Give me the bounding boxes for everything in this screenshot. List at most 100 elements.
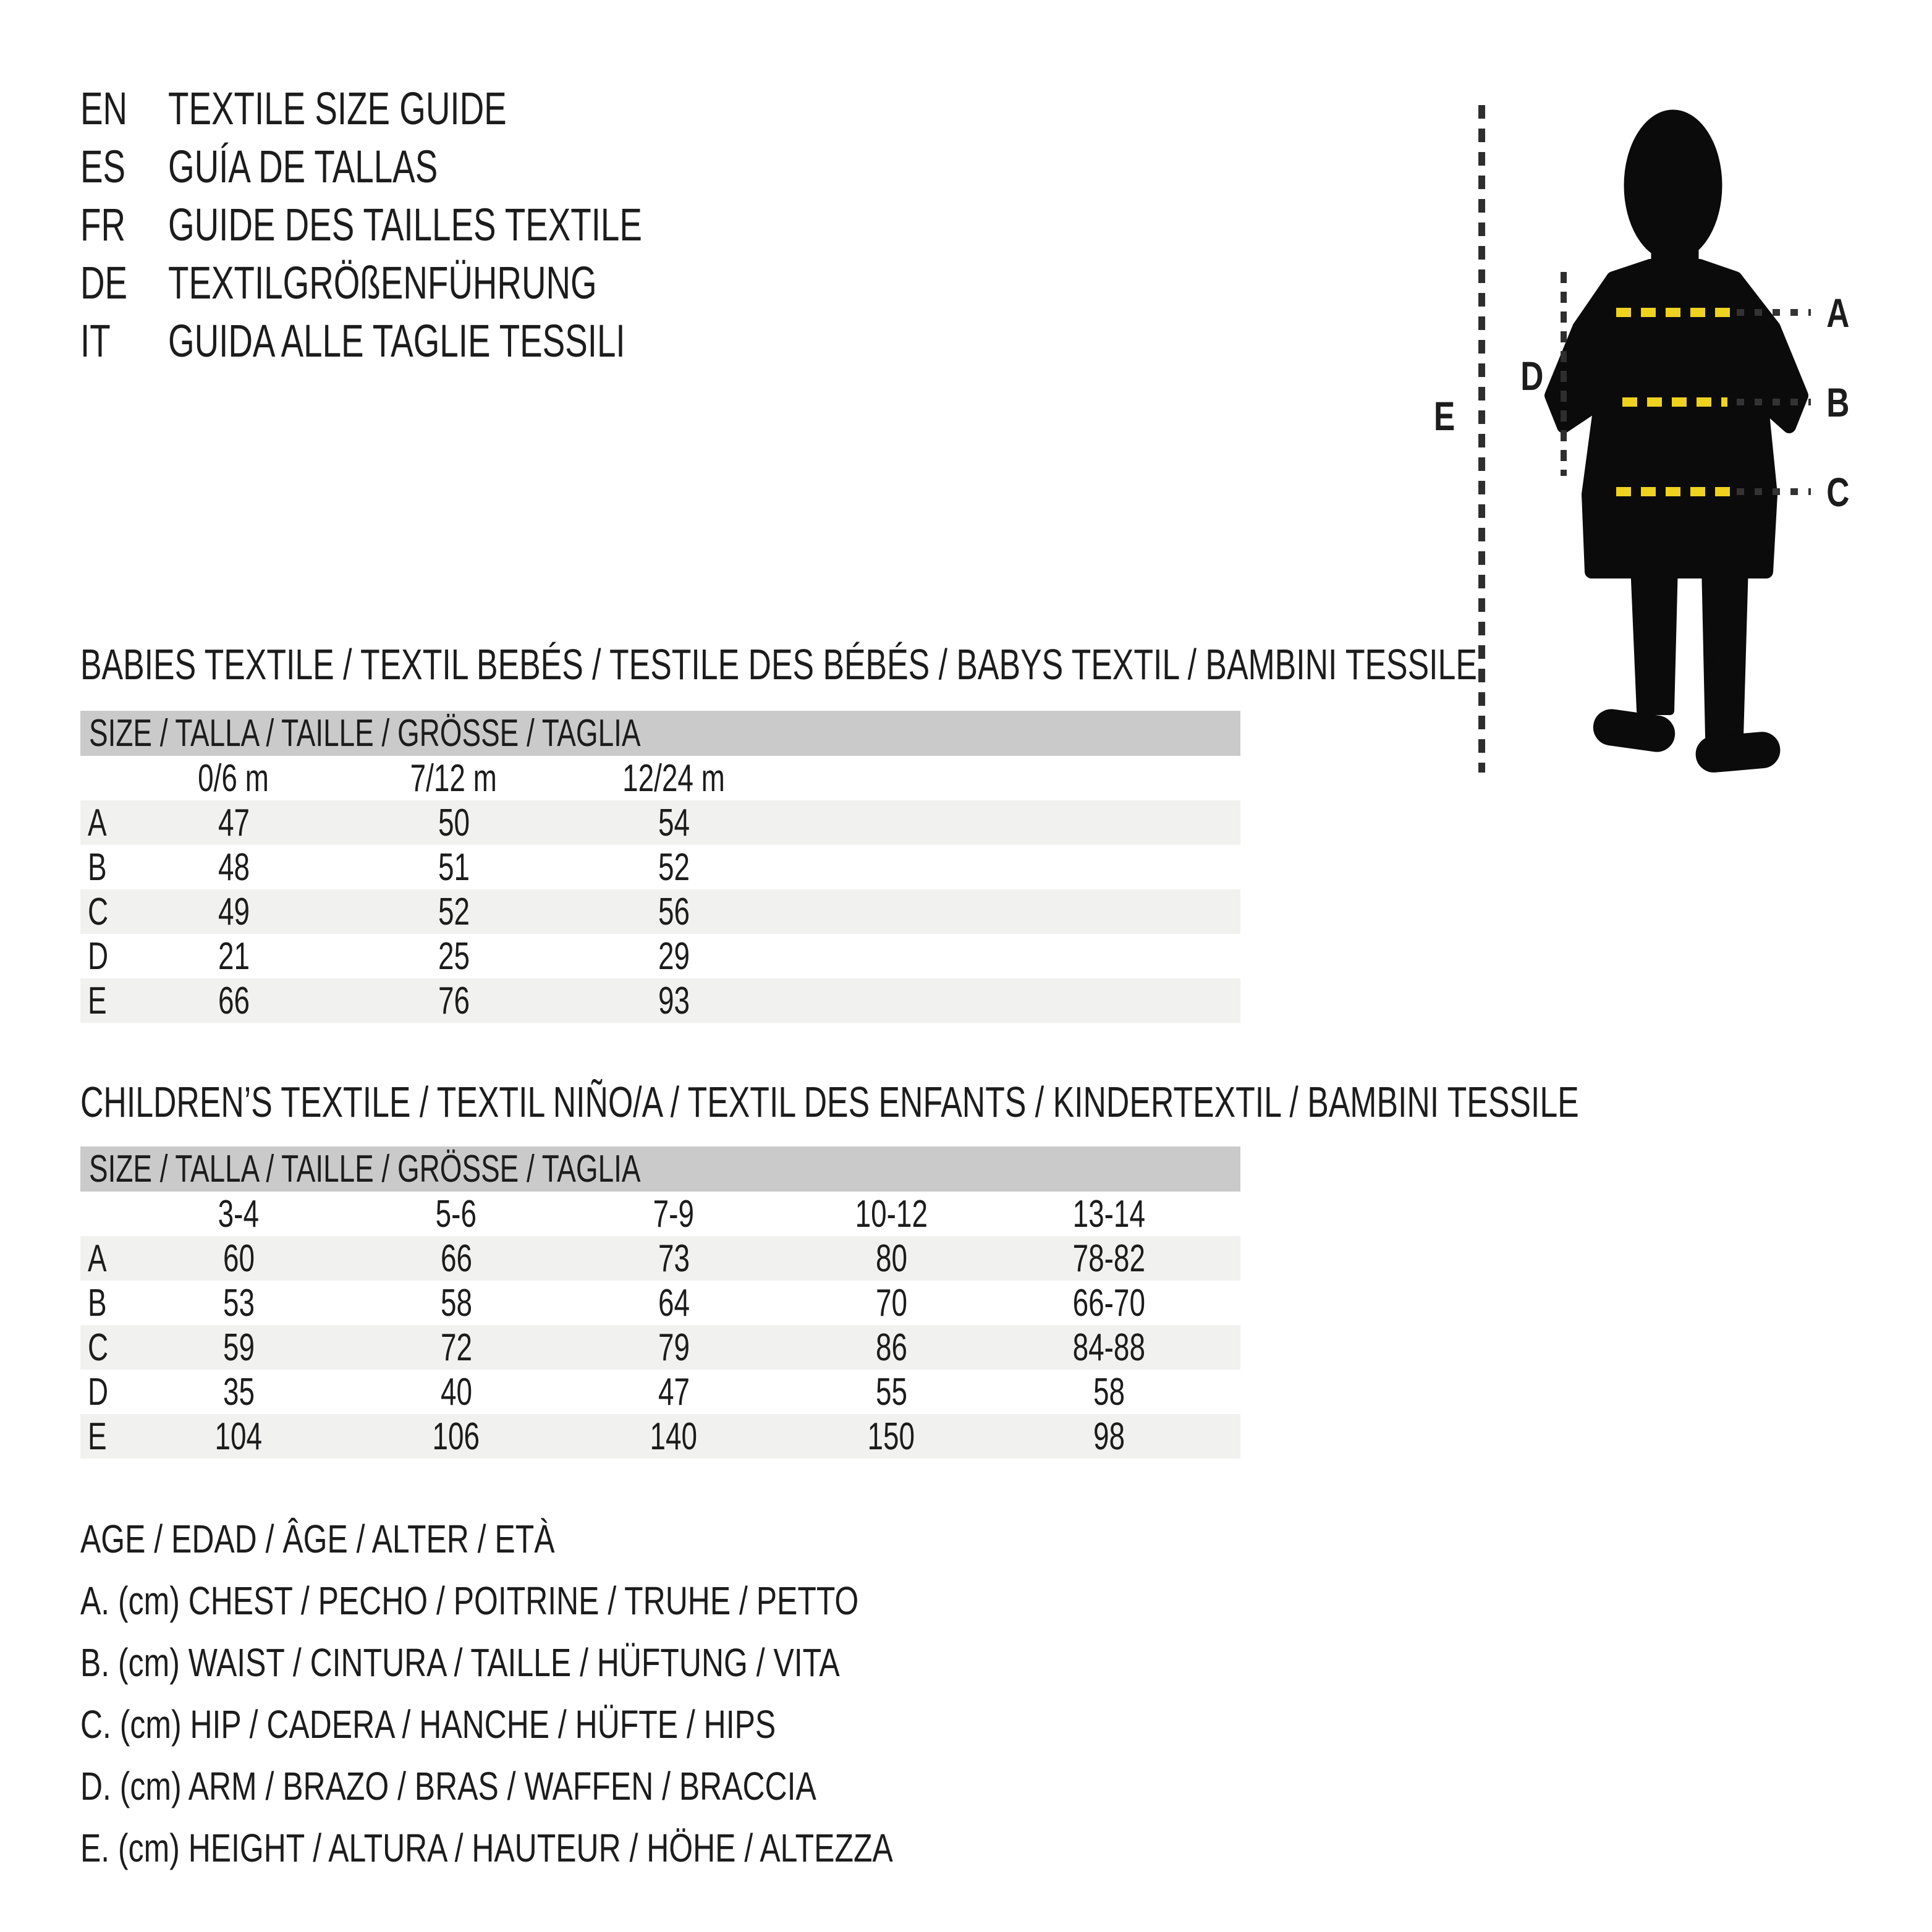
column-header: 7-9 xyxy=(653,1192,695,1235)
column-header: 3-4 xyxy=(218,1192,260,1235)
cell: 58 xyxy=(440,1281,472,1324)
cell: 35 xyxy=(222,1370,255,1413)
legend-age: AGE / EDAD / ÂGE / ALTER / ETÀ xyxy=(80,1517,555,1561)
cell: 78-82 xyxy=(1072,1237,1145,1280)
cell: 66 xyxy=(440,1237,472,1280)
arm-measure-line-d xyxy=(1561,272,1567,476)
language-row-it: IT GUIDA ALLE TAGLIE TESSILI xyxy=(80,311,808,370)
table-row: D 35 40 47 55 58 xyxy=(80,1370,1240,1414)
language-title: TEXTILGRÖßENFÜHRUNG xyxy=(168,256,597,308)
babies-size-table: SIZE / TALLA / TAILLE / GRÖSSE / TAGLIA … xyxy=(80,711,1240,1023)
cell: 53 xyxy=(222,1281,255,1324)
cell: 50 xyxy=(438,801,470,844)
measurement-legend: AGE / EDAD / ÂGE / ALTER / ETÀ A. (cm) C… xyxy=(80,1508,1122,1879)
language-title: GUIDA ALLE TAGLIE TESSILI xyxy=(168,315,625,366)
cell: 80 xyxy=(875,1237,907,1280)
table-row: A 47 50 54 xyxy=(80,800,1240,845)
language-title-block: EN TEXTILE SIZE GUIDE ES GUÍA DE TALLAS … xyxy=(80,79,808,370)
table-row: C 49 52 56 xyxy=(80,889,1240,934)
language-row-es: ES GUÍA DE TALLAS xyxy=(80,137,808,195)
height-measure-line-e xyxy=(1478,105,1485,773)
measure-label-c: C xyxy=(1826,469,1850,515)
table-row: A 60 66 73 80 78-82 xyxy=(80,1236,1240,1281)
cell: 47 xyxy=(218,801,250,844)
language-row-fr: FR GUIDE DES TAILLES TEXTILE xyxy=(80,195,808,253)
cell: 76 xyxy=(438,979,470,1022)
language-title: TEXTILE SIZE GUIDE xyxy=(168,82,507,134)
language-code: IT xyxy=(80,315,111,366)
cell: 98 xyxy=(1093,1415,1125,1458)
cell: 93 xyxy=(658,979,690,1022)
language-code: FR xyxy=(80,198,126,250)
cell: 150 xyxy=(867,1415,915,1458)
row-label: B xyxy=(88,845,107,889)
cell: 56 xyxy=(658,890,690,933)
row-label: D xyxy=(88,934,109,978)
cell: 21 xyxy=(218,934,250,978)
babies-section-title: BABIES TEXTILE / TEXTIL BEBÉS / TESTILE … xyxy=(80,640,1477,688)
legend-waist: B. (cm) WAIST / CINTURA / TAILLE / HÜFTU… xyxy=(80,1640,840,1685)
cell: 48 xyxy=(218,845,250,889)
language-code: DE xyxy=(80,256,128,308)
cell: 73 xyxy=(658,1237,690,1280)
column-header: 10-12 xyxy=(855,1192,928,1235)
chest-leader-line-a xyxy=(1737,309,1811,316)
children-size-table: SIZE / TALLA / TAILLE / GRÖSSE / TAGLIA … xyxy=(80,1146,1240,1459)
cell: 64 xyxy=(658,1281,690,1324)
cell: 25 xyxy=(438,934,470,978)
table-row: B 48 51 52 xyxy=(80,845,1240,889)
cell: 66-70 xyxy=(1072,1281,1145,1324)
row-label: E xyxy=(88,979,107,1022)
hip-measure-line-c xyxy=(1616,487,1731,496)
row-label: A xyxy=(88,1237,107,1280)
measure-label-e: E xyxy=(1433,393,1455,439)
language-title: GUIDE DES TAILLES TEXTILE xyxy=(168,198,642,250)
legend-chest: A. (cm) CHEST / PECHO / POITRINE / TRUHE… xyxy=(80,1578,859,1623)
column-header: 12/24 m xyxy=(622,756,725,800)
child-silhouette-icon xyxy=(1544,109,1808,773)
cell: 104 xyxy=(214,1415,263,1458)
cell: 66 xyxy=(218,979,250,1022)
chest-measure-line-a xyxy=(1616,308,1731,317)
children-section-title: CHILDREN’S TEXTILE / TEXTIL NIÑO/A / TEX… xyxy=(80,1078,1579,1126)
cell: 70 xyxy=(875,1281,907,1324)
cell: 79 xyxy=(658,1326,690,1369)
legend-arm: D. (cm) ARM / BRAZO / BRAS / WAFFEN / BR… xyxy=(80,1764,816,1808)
babies-table-header: SIZE / TALLA / TAILLE / GRÖSSE / TAGLIA xyxy=(80,711,1240,756)
waist-measure-line-b xyxy=(1622,397,1727,407)
legend-height: E. (cm) HEIGHT / ALTURA / HAUTEUR / HÖHE… xyxy=(80,1826,893,1870)
table-row: B 53 58 64 70 66-70 xyxy=(80,1281,1240,1325)
row-label: C xyxy=(88,890,109,933)
language-code: ES xyxy=(80,140,126,192)
cell: 55 xyxy=(875,1370,907,1413)
cell: 59 xyxy=(222,1326,255,1369)
column-header: 13-14 xyxy=(1072,1192,1145,1235)
children-table-header: SIZE / TALLA / TAILLE / GRÖSSE / TAGLIA xyxy=(80,1146,1240,1192)
row-label: E xyxy=(88,1415,107,1458)
measure-label-b: B xyxy=(1826,379,1850,425)
legend-hip: C. (cm) HIP / CADERA / HANCHE / HÜFTE / … xyxy=(80,1702,776,1747)
column-header: 5-6 xyxy=(435,1192,477,1235)
cell: 49 xyxy=(218,890,250,933)
measure-label-a: A xyxy=(1826,290,1850,336)
measure-label-d: D xyxy=(1520,353,1544,399)
language-row-en: EN TEXTILE SIZE GUIDE xyxy=(80,79,808,137)
cell: 60 xyxy=(222,1237,255,1280)
cell: 106 xyxy=(432,1415,480,1458)
cell: 72 xyxy=(440,1326,472,1369)
babies-column-header-row: 0/6 m 7/12 m 12/24 m xyxy=(80,756,1240,800)
column-header: 0/6 m xyxy=(198,756,269,800)
row-label: A xyxy=(88,801,107,844)
table-row: E 66 76 93 xyxy=(80,978,1240,1023)
cell: 51 xyxy=(438,845,470,889)
table-row: D 21 25 29 xyxy=(80,934,1240,978)
row-label: B xyxy=(88,1281,107,1324)
cell: 140 xyxy=(650,1415,698,1458)
waist-leader-line-b xyxy=(1737,399,1811,405)
cell: 58 xyxy=(1093,1370,1125,1413)
cell: 52 xyxy=(658,845,690,889)
language-code: EN xyxy=(80,82,128,134)
cell: 84-88 xyxy=(1072,1326,1145,1369)
language-row-de: DE TEXTILGRÖßENFÜHRUNG xyxy=(80,253,808,311)
cell: 86 xyxy=(875,1326,907,1369)
